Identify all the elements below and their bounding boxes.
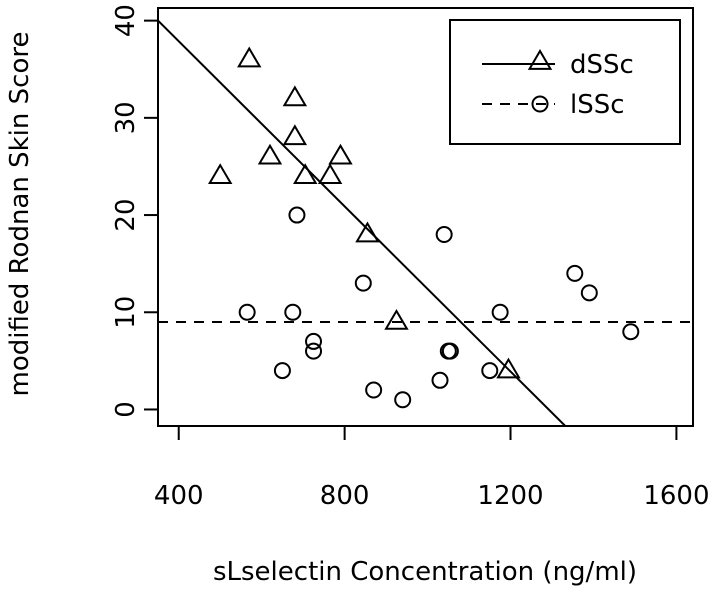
dSSc-point [328,143,353,165]
lSSc-point [273,362,291,380]
legend: dSSc lSSc [449,19,681,145]
lSSc-point [284,303,302,321]
dSSc-point [282,85,308,107]
x-axis-title: sLselectin Concentration (ng/ml) [213,557,637,587]
legend-marker-lSSc [531,95,549,113]
x-axis: 400 800 1200 1600 [154,425,709,511]
lSSc-point [238,303,256,321]
dSSc-fit-line [158,19,566,426]
dSSc-point [317,163,343,184]
x-tick-label: 1600 [643,481,709,511]
dSSc-point [257,143,283,165]
lSSc-point [491,303,509,321]
lSSc-point [580,284,598,302]
lSSc-point [481,362,499,380]
lSSc-point [365,381,383,399]
legend-label-dSSc: dSSc [570,50,634,80]
legend-marker-dSSc [527,49,553,70]
lSSc-point [305,342,323,360]
fit-lines [158,19,693,426]
legend-label-lSSc: lSSc [570,90,625,120]
lSSc-point [288,206,306,224]
data-points [208,46,640,409]
x-tick-label: 1200 [477,481,543,511]
lSSc-point [431,371,449,389]
x-tick-label: 800 [320,481,370,511]
lSSc-point [354,274,372,292]
dSSc-point [293,163,318,184]
lSSc-point [441,342,459,360]
y-tick-label: 10 [111,296,141,329]
dSSc-point [496,357,521,379]
y-axis-title: modified Rodnan Skin Score [5,32,35,397]
lSSc-point [305,332,323,350]
lSSc-point [435,225,453,243]
dSSc-point [208,163,233,184]
lSSc-point [566,264,584,282]
x-tick-label: 400 [154,481,204,511]
dSSc-point [355,221,380,243]
dSSc-point [384,309,409,330]
lSSc-point [394,391,412,409]
lSSc-point [622,323,640,341]
y-tick-label: 0 [111,401,141,418]
dSSc-point [237,46,262,68]
dSSc-point [282,124,308,146]
y-tick-label: 20 [111,199,141,232]
legend-box [449,19,681,145]
y-axis: 0 10 20 30 40 [111,4,159,418]
y-tick-label: 40 [111,4,141,37]
y-tick-label: 30 [111,101,141,134]
